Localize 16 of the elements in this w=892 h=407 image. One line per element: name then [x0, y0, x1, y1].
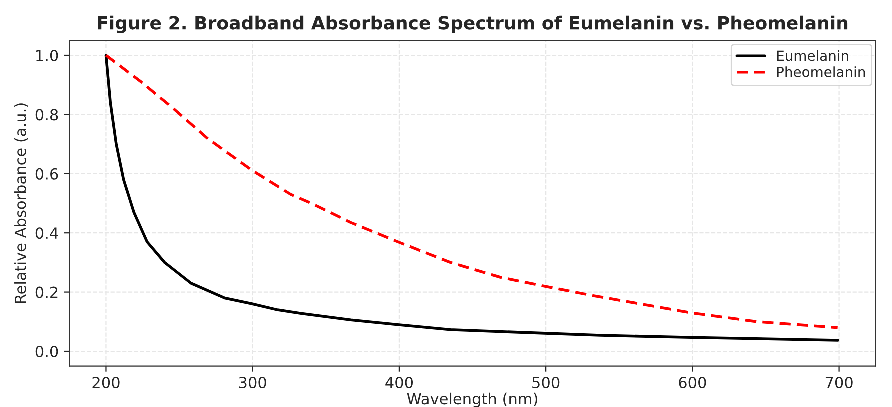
- y-tick-label: 0.2: [36, 286, 58, 298]
- x-tick-label: 400: [386, 376, 414, 389]
- y-tick-label: 0.4: [36, 228, 58, 240]
- y-tick-label: 1.0: [36, 50, 58, 62]
- x-tick-label: 700: [826, 376, 853, 389]
- x-tick-label: 300: [239, 376, 266, 389]
- x-tick-label: 600: [679, 376, 706, 389]
- y-tick-label: 0.8: [36, 109, 58, 121]
- legend-label: Pheomelanin: [777, 66, 866, 78]
- y-tick-label: 0.0: [36, 346, 58, 358]
- legend-label: Eumelanin: [777, 50, 848, 62]
- chart-title: Figure 2. Broadband Absorbance Spectrum of Eumelanin vs. Pheomelanin: [98, 16, 848, 34]
- y-axis-title: Relative Absorbance (a.u.): [14, 104, 28, 304]
- x-tick-label: 500: [532, 376, 560, 389]
- x-tick-label: 200: [92, 376, 120, 389]
- y-tick-label: 0.6: [36, 168, 58, 180]
